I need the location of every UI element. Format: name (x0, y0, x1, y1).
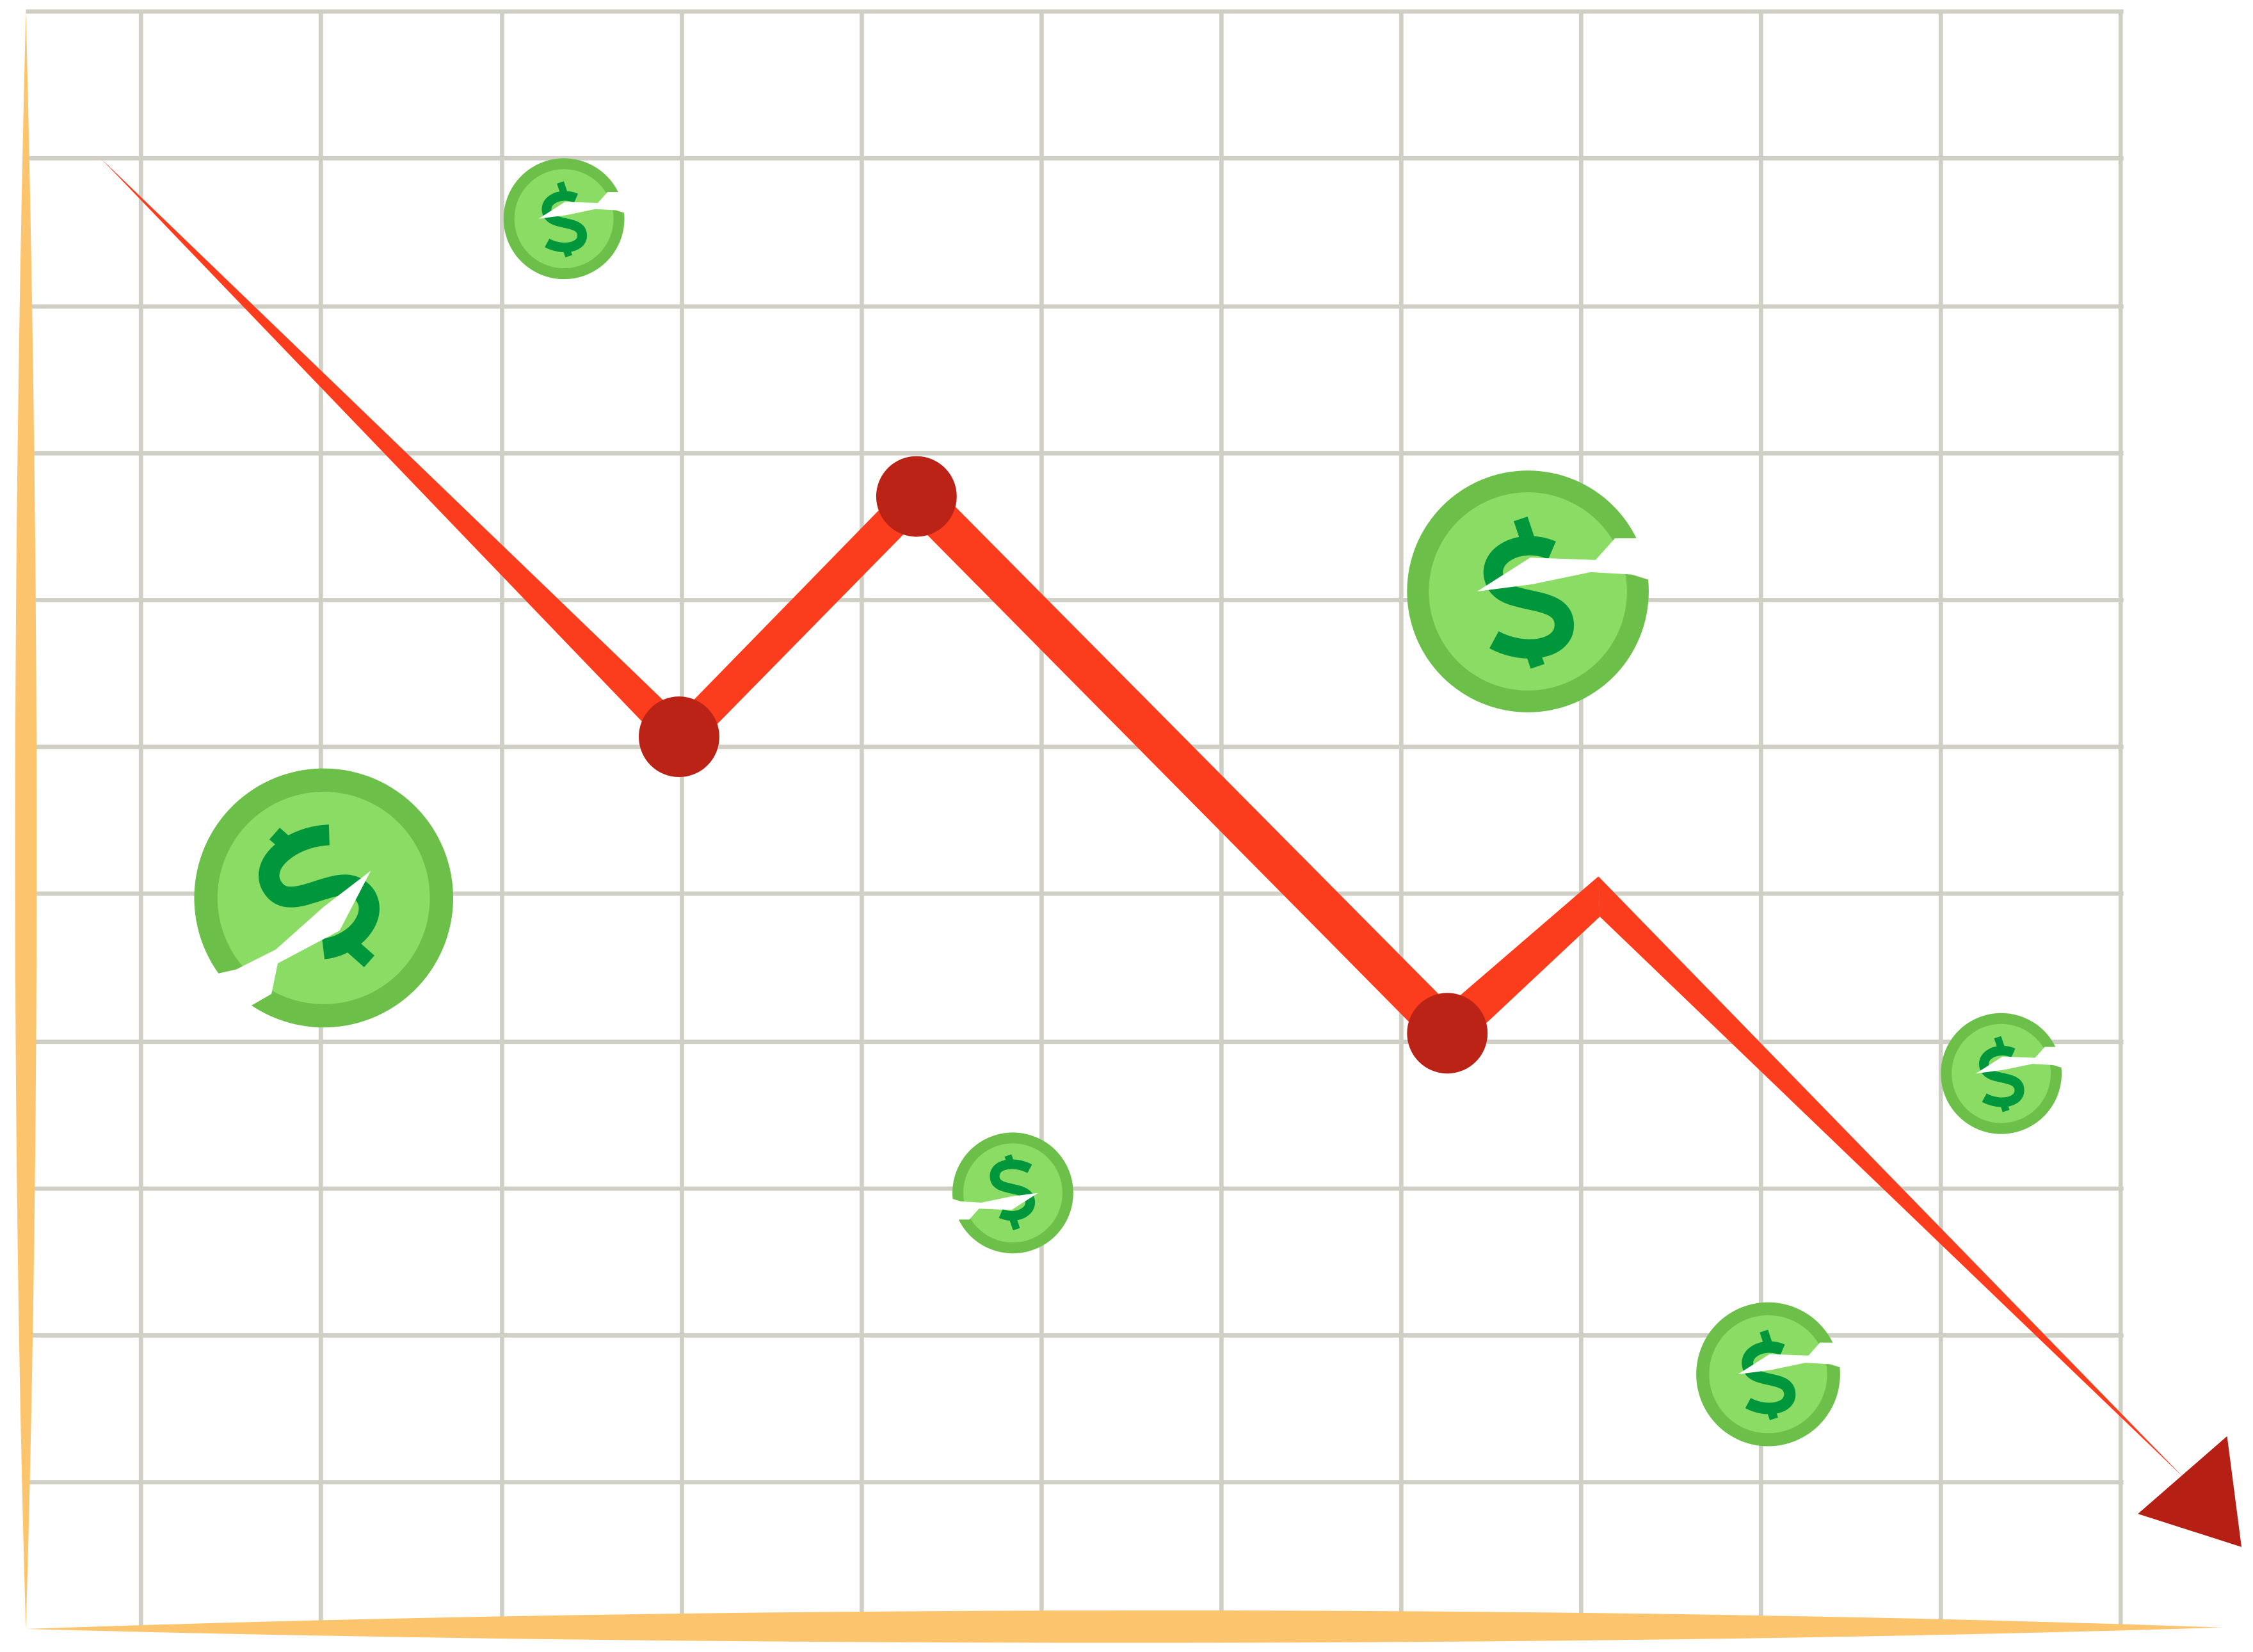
coin-top-left (504, 158, 632, 279)
data-point-1 (639, 696, 719, 778)
x-axis (26, 1610, 2222, 1643)
coin-middle-bottom (945, 1132, 1073, 1253)
trend-line-segment-2 (670, 486, 931, 751)
trend-line-segment-1 (100, 158, 688, 751)
trend-line-segment-3 (902, 483, 1462, 1047)
data-point-2 (876, 456, 957, 537)
y-axis (15, 11, 37, 1630)
coin-right (1941, 1013, 2069, 1134)
data-point-3 (1407, 993, 1488, 1074)
trend-line-segment-5 (1598, 876, 2185, 1478)
coin-large-left (133, 721, 501, 1083)
coin-bottom-right (1696, 1303, 1848, 1447)
downward-arrow-head-icon (2138, 1436, 2242, 1547)
coin-large-right (1407, 470, 1663, 712)
